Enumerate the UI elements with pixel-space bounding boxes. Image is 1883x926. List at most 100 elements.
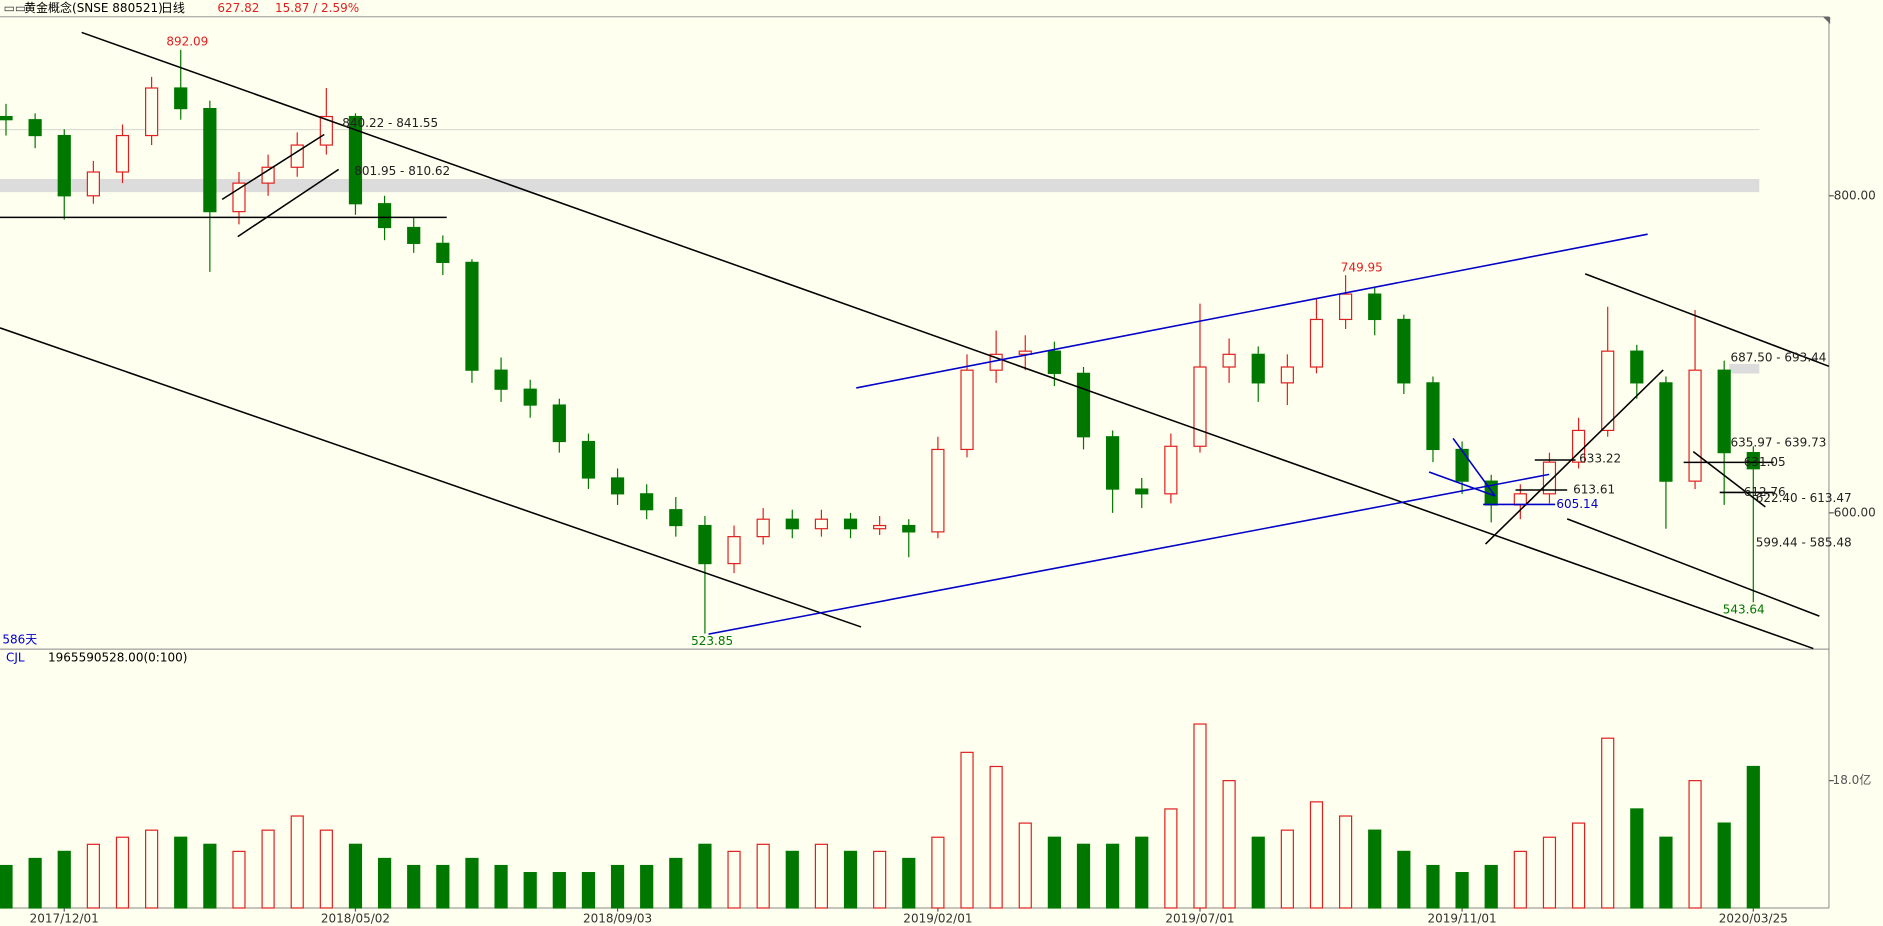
candle-body <box>1368 293 1382 321</box>
candle-body <box>1513 493 1527 506</box>
candle-body <box>523 388 537 406</box>
trendline <box>1484 369 1664 545</box>
volume-bar <box>86 843 100 909</box>
volume-bar <box>1688 780 1702 909</box>
x-tick-label: 2019/07/01 <box>1165 911 1234 925</box>
volume-bar <box>1542 836 1557 909</box>
volume-bar <box>232 850 246 909</box>
volume-bar <box>552 872 566 909</box>
candle-body <box>931 448 945 533</box>
y-tick-label: 600.00 <box>1834 505 1876 519</box>
volume-bar <box>1164 808 1178 909</box>
candle-body <box>436 242 450 263</box>
volume-bar <box>174 836 188 909</box>
corner-icon[interactable] <box>1822 16 1831 25</box>
candle-body <box>873 524 887 530</box>
annotation: 892.09 <box>166 35 208 49</box>
trendline <box>221 133 325 201</box>
volume-bar <box>1368 829 1382 909</box>
volume-bar <box>989 765 1003 909</box>
annotation: 633.22 <box>1579 451 1621 465</box>
annotation: 635.97 - 639.73 <box>1730 436 1826 450</box>
x-tick-label: 2020/03/25 <box>1719 911 1788 925</box>
volume-bar <box>785 850 799 909</box>
candle-body <box>843 518 858 530</box>
volume-bar <box>1280 829 1294 909</box>
annotation: 840.22 - 841.55 <box>342 116 438 130</box>
annotation: 687.50 - 693.44 <box>1730 350 1826 364</box>
window-icon[interactable]: ▭▭ <box>4 1 27 15</box>
candle-body <box>1542 461 1557 495</box>
volume-bar <box>145 829 159 909</box>
candle-body <box>232 182 246 213</box>
candle-body <box>1280 366 1294 384</box>
header: ▭▭ 黄金概念(SNSE 880521) 日线 627.82 15.87 / 2… <box>2 0 359 665</box>
volume-bar <box>1338 815 1353 909</box>
trendline <box>1452 437 1496 497</box>
candle-body <box>960 369 974 451</box>
volume-bar <box>407 864 421 909</box>
x-tick-label: 2019/02/01 <box>903 911 972 925</box>
trendline <box>708 473 1550 635</box>
volume-bar <box>1193 723 1207 909</box>
candle-body <box>319 115 333 146</box>
annotation: 605.14 <box>1556 497 1598 511</box>
candle-body <box>1222 353 1236 368</box>
candle-body <box>57 134 71 197</box>
candle-body <box>669 509 683 527</box>
candle-body <box>1251 353 1265 384</box>
volume-bar <box>203 843 217 909</box>
annotation: 523.85 <box>691 634 733 648</box>
volume-bar <box>1484 864 1498 909</box>
volume-bar <box>348 843 363 909</box>
trendline <box>81 31 1814 650</box>
volume-bar <box>377 857 392 909</box>
candle-body <box>698 524 712 565</box>
annotations: 892.09 523.85 749.95 543.64 840.22 - 841… <box>166 35 1851 648</box>
change: 15.87 / 2.59% <box>275 1 359 15</box>
volume-bar <box>669 857 683 909</box>
candle-body <box>1164 445 1178 495</box>
trendline <box>1428 471 1496 497</box>
candle-body <box>581 440 596 479</box>
zone <box>1729 363 1760 374</box>
volume-bar <box>1397 850 1411 909</box>
annotation: 612.76 <box>1744 485 1786 499</box>
candle-body <box>407 226 421 244</box>
candle-body <box>0 115 13 121</box>
candle-body <box>1426 382 1440 451</box>
trendline <box>1584 273 1830 368</box>
volume-bar <box>756 843 770 909</box>
volume-bar <box>494 864 508 909</box>
trendline <box>1566 518 1820 617</box>
volume-bar <box>1309 801 1324 909</box>
candle-body <box>1397 318 1411 384</box>
volume-bar <box>640 864 654 909</box>
volume-bar <box>0 864 13 909</box>
volume-bar <box>1746 765 1760 909</box>
indicator[interactable]: CJL <box>6 651 25 665</box>
candle-body <box>115 134 130 173</box>
volume-bar <box>960 751 974 909</box>
volume-bar <box>290 815 304 909</box>
candle-body <box>28 119 42 137</box>
candle-body <box>174 87 188 110</box>
candle-body <box>1688 369 1702 482</box>
candle-body <box>640 493 654 511</box>
volume-bar <box>1047 836 1061 909</box>
period[interactable]: 日线 <box>161 1 185 15</box>
volume-bar <box>1717 822 1731 909</box>
volume-bar <box>727 850 741 909</box>
volume-bar <box>1513 850 1527 909</box>
volume-bar <box>814 843 829 909</box>
trendline <box>0 327 862 628</box>
annotation: 613.61 <box>1573 483 1615 497</box>
volume-bar <box>1106 843 1120 909</box>
candle-body <box>377 203 392 229</box>
annotation: 749.95 <box>1341 260 1383 274</box>
volume-bar <box>319 829 333 909</box>
candle-body <box>494 369 508 390</box>
candle-body <box>1746 452 1760 470</box>
volume-bar <box>1135 836 1149 909</box>
